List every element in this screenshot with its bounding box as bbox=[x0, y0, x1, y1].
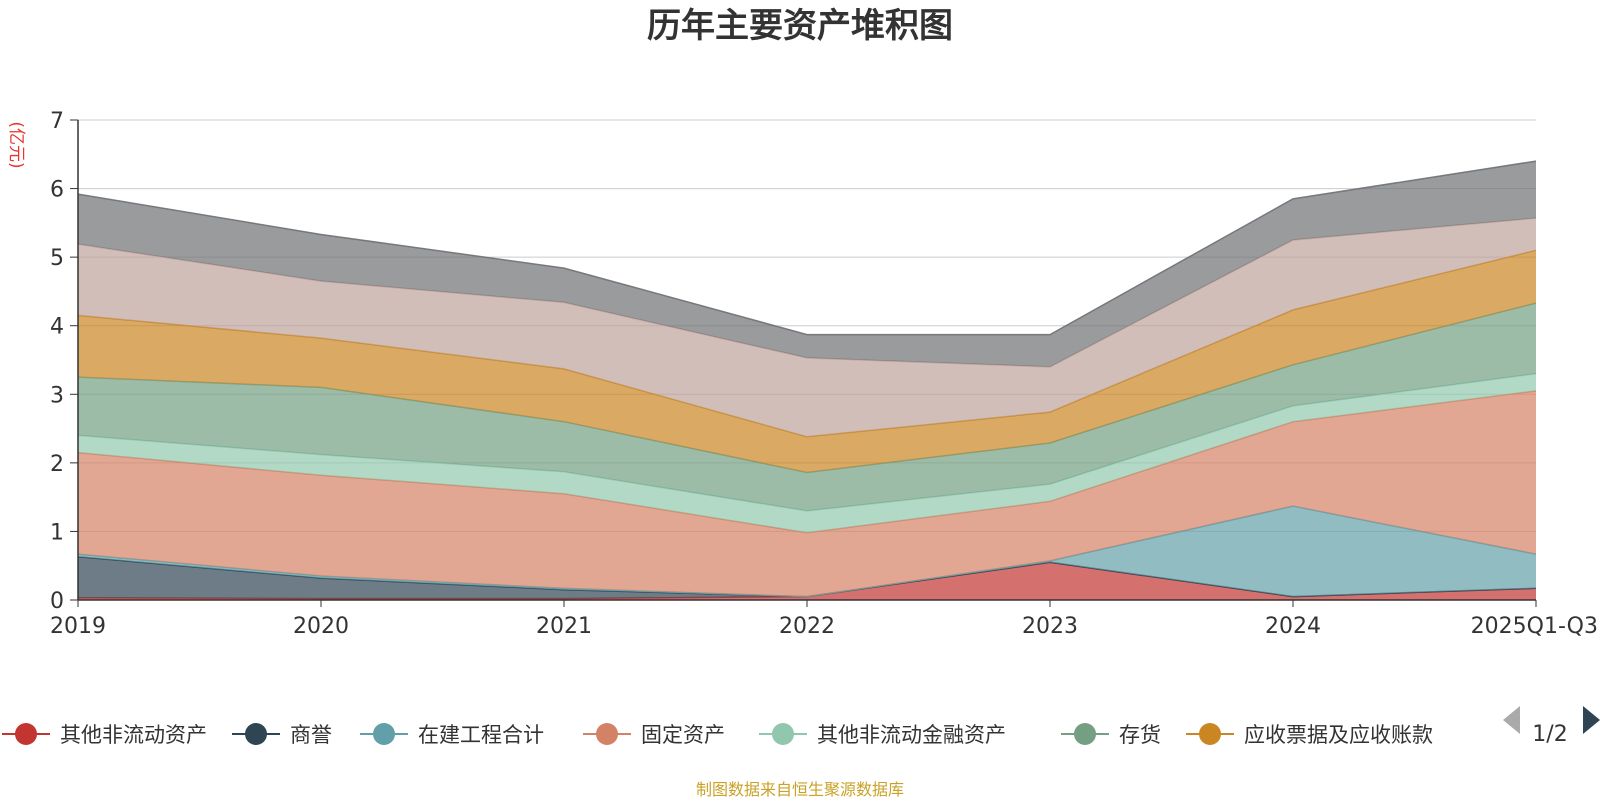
area-3 bbox=[78, 506, 1536, 597]
legend-label: 存货 bbox=[1119, 723, 1161, 747]
x-tick-label: 2024 bbox=[1265, 614, 1321, 639]
y-axis-unit-label: (亿元) bbox=[6, 121, 26, 168]
y-tick-label: 0 bbox=[50, 589, 64, 614]
area-6 bbox=[78, 303, 1536, 511]
legend-marker bbox=[15, 723, 37, 745]
legend: 其他非流动资产 商誉 在建工程合计 固定资产 其他非流动金融资产 存货 应收票据及应收账款 bbox=[2, 723, 1433, 747]
area-1 bbox=[78, 562, 1536, 600]
data-source-note: 制图数据来自恒生聚源数据库 bbox=[696, 780, 904, 799]
legend-label: 其他非流动资产 bbox=[60, 723, 207, 747]
legend-next-page-icon[interactable] bbox=[1583, 706, 1600, 734]
legend-item[interactable]: 商誉 bbox=[232, 723, 332, 747]
x-tick-label: 2022 bbox=[779, 614, 835, 639]
chart-title: 历年主要资产堆积图 bbox=[647, 6, 953, 46]
legend-page-indicator: 1/2 bbox=[1532, 722, 1567, 747]
legend-item[interactable]: 其他非流动金融资产 bbox=[759, 723, 1006, 747]
axes: 0 1 2 3 4 5 6 7 2019 2020 2021 2022 2023 2024 2025Q1-Q… bbox=[50, 109, 1598, 639]
area-4 bbox=[78, 390, 1536, 597]
y-tick-label: 7 bbox=[50, 109, 64, 134]
legend-item[interactable]: 存货 bbox=[1061, 723, 1161, 747]
legend-label: 固定资产 bbox=[641, 723, 725, 747]
legend-label: 商誉 bbox=[290, 723, 332, 747]
area-2 bbox=[78, 556, 1536, 599]
legend-pager: 1/2 bbox=[1503, 706, 1600, 747]
x-tick-label: 2021 bbox=[536, 614, 592, 639]
y-tick-label: 5 bbox=[50, 246, 64, 271]
legend-item[interactable]: 其他非流动资产 bbox=[2, 723, 207, 747]
x-tick-label: 2020 bbox=[293, 614, 349, 639]
legend-marker bbox=[1074, 723, 1096, 745]
y-tick-label: 3 bbox=[50, 383, 64, 408]
legend-label: 应收票据及应收账款 bbox=[1244, 723, 1433, 747]
x-tick-label: 2025Q1-Q3 bbox=[1471, 614, 1598, 639]
area-series-group bbox=[77, 160, 1537, 600]
area-8 bbox=[78, 218, 1536, 437]
y-tick-label: 1 bbox=[50, 520, 64, 545]
area-7 bbox=[78, 250, 1536, 473]
legend-prev-page-icon[interactable] bbox=[1503, 706, 1520, 734]
legend-item[interactable]: 固定资产 bbox=[583, 723, 725, 747]
legend-item[interactable]: 应收票据及应收账款 bbox=[1186, 723, 1433, 747]
legend-marker bbox=[1199, 723, 1221, 745]
legend-item[interactable]: 在建工程合计 bbox=[360, 723, 544, 747]
legend-marker bbox=[772, 723, 794, 745]
legend-label: 在建工程合计 bbox=[418, 723, 544, 747]
y-tick-label: 4 bbox=[50, 315, 64, 340]
legend-marker bbox=[245, 723, 267, 745]
area-9-edge bbox=[77, 160, 1537, 336]
legend-label: 其他非流动金融资产 bbox=[817, 723, 1006, 747]
legend-marker bbox=[373, 723, 395, 745]
legend-marker bbox=[596, 723, 618, 745]
x-tick-label: 2019 bbox=[50, 614, 106, 639]
area-9 bbox=[78, 161, 1536, 367]
y-tick-label: 2 bbox=[50, 452, 64, 477]
y-tick-label: 6 bbox=[50, 178, 64, 203]
x-tick-label: 2023 bbox=[1022, 614, 1078, 639]
